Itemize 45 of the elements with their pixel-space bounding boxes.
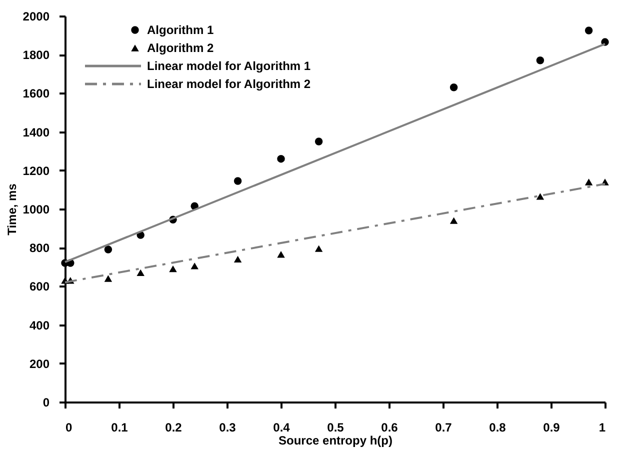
x-tick-label: 0.7 <box>435 420 452 434</box>
y-axis-title: Time, ms <box>4 183 19 236</box>
x-tick-label: 0 <box>66 420 72 434</box>
x-tick-label: 0.2 <box>165 420 182 434</box>
x-axis-title: Source entropy h(p) <box>278 434 393 448</box>
point <box>277 251 285 258</box>
point <box>536 56 544 64</box>
y-tick-label: 1000 <box>22 202 50 216</box>
point <box>104 275 112 282</box>
point <box>190 262 198 270</box>
y-tick-label: 1800 <box>22 48 50 62</box>
y-tick-label: 1400 <box>22 125 50 140</box>
x-tick-label: 0.1 <box>111 420 128 434</box>
point <box>136 269 144 276</box>
legend-label: Algorithm 1 <box>147 23 214 37</box>
y-tick-label: 1200 <box>22 164 50 178</box>
y-tick-label: 600 <box>29 280 50 294</box>
point <box>169 265 177 272</box>
y-tick-label: 200 <box>29 356 50 371</box>
point <box>234 177 242 185</box>
point <box>450 217 458 224</box>
point <box>104 246 112 254</box>
legend-label: Linear model for Algorithm 2 <box>147 77 311 91</box>
point <box>277 154 285 163</box>
point <box>314 138 323 146</box>
point <box>584 178 593 186</box>
x-tick-label: 1 <box>598 420 606 434</box>
x-tick-label: 0.5 <box>327 420 344 434</box>
point <box>234 256 242 263</box>
y-tick-label: 800 <box>29 241 50 256</box>
x-tick-label: 0.9 <box>543 420 560 434</box>
x-tick-label: 0.8 <box>489 420 506 434</box>
point <box>450 84 458 92</box>
point <box>536 193 544 200</box>
legend-label: Algorithm 2 <box>147 41 214 55</box>
x-tick-label: 0.3 <box>219 420 236 434</box>
y-tick-label: 0 <box>42 396 50 410</box>
point <box>314 245 323 252</box>
x-tick-label: 0.4 <box>273 420 290 434</box>
x-tick-label: 0.6 <box>381 420 398 434</box>
y-tick-label: 400 <box>29 318 50 332</box>
y-tick-label: 2000 <box>22 10 50 24</box>
point <box>584 26 593 34</box>
y-tick-label: 1600 <box>22 86 50 101</box>
legend-label: Linear model for Algorithm 1 <box>147 59 311 73</box>
